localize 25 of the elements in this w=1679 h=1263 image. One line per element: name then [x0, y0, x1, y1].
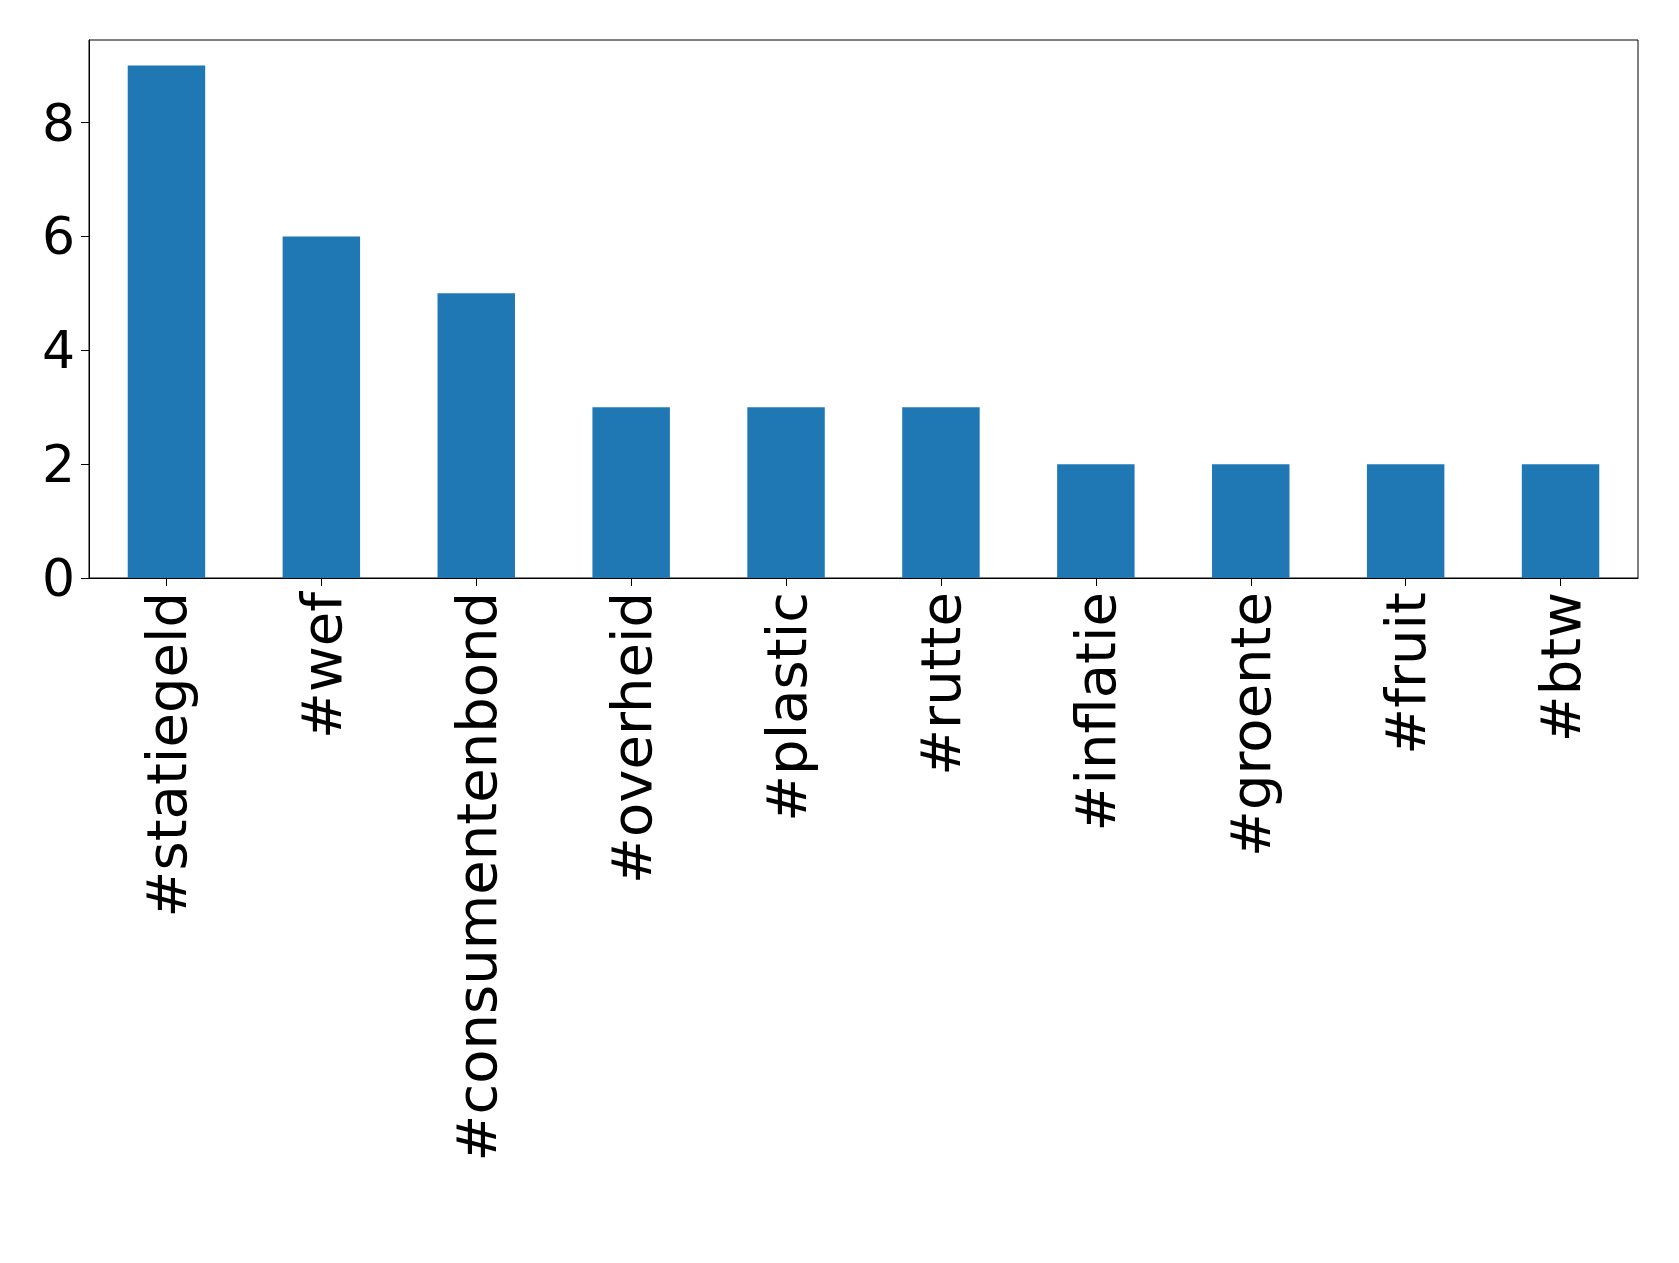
x-tick-label: #statiegeld [133, 592, 199, 918]
bar [902, 407, 980, 578]
y-tick-label: 8 [41, 92, 75, 153]
x-tick-label: #plastic [753, 592, 819, 822]
x-tick-label: #btw [1528, 592, 1594, 743]
y-tick-label: 2 [41, 434, 75, 495]
x-tick-label: #groente [1218, 592, 1284, 857]
bar [1521, 464, 1600, 578]
bar [1212, 464, 1290, 578]
x-tick-label: #consumentenbond [443, 592, 509, 1162]
x-tick-label: #wef [288, 590, 354, 739]
x-tick-label: #inflatie [1063, 592, 1129, 832]
bar [127, 65, 206, 578]
x-tick-label: #fruit [1373, 592, 1439, 755]
bar [747, 407, 825, 578]
bar [592, 407, 670, 578]
x-tick-label: #rutte [908, 592, 974, 776]
bar [282, 236, 361, 578]
x-tick-label: #overheid [598, 592, 664, 884]
y-tick-label: 4 [41, 320, 75, 381]
y-tick-label: 6 [41, 206, 75, 267]
bar [1057, 464, 1135, 578]
bar [437, 293, 515, 578]
bar [1366, 464, 1445, 578]
y-tick-label: 0 [41, 548, 75, 608]
